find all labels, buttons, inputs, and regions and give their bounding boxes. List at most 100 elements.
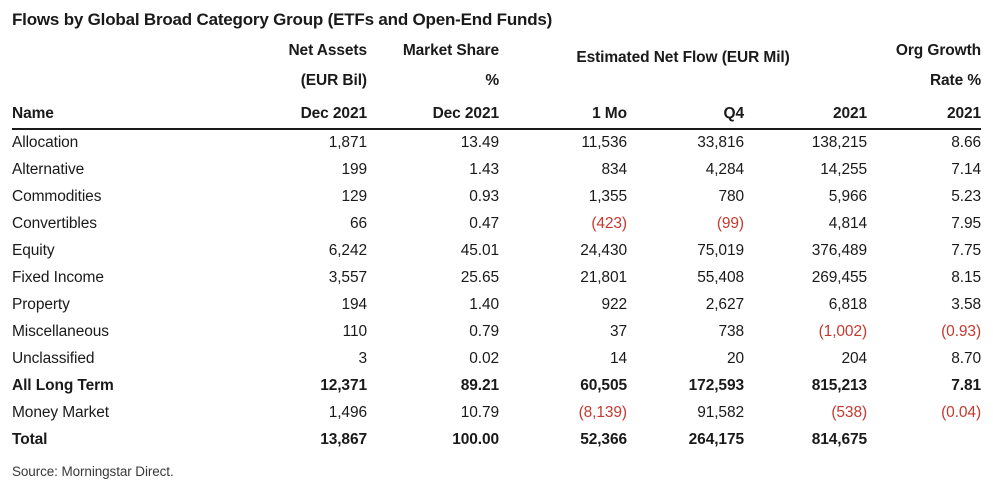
cell-value: 60,505 [580, 376, 627, 394]
table-row: Total 13,867 100.00 52,366 264,175 814,675 [12, 426, 981, 453]
cell-value: 738 [718, 322, 744, 340]
header-net-assets-line1: Net Assets [288, 42, 367, 59]
row-category-name: Unclassified [12, 349, 95, 367]
header-market-share-line2: % [485, 72, 499, 89]
cell-value: 834 [601, 160, 627, 178]
row-category-name: Alternative [12, 160, 85, 178]
cell-value: 2,627 [705, 295, 744, 313]
cell-value: (99) [716, 214, 744, 232]
row-category-name: All Long Term [12, 376, 114, 394]
row-category-name: Equity [12, 241, 55, 259]
flows-table: Net Assets (EUR Bil) Market Share % Esti… [12, 32, 981, 453]
table-row: Property 194 1.40 922 2,627 6,818 3.58 [12, 291, 981, 318]
cell-value: (0.04) [941, 403, 982, 421]
cell-value: 172,593 [688, 376, 744, 394]
cell-value: 100.00 [452, 430, 499, 448]
cell-value: 0.93 [469, 187, 499, 205]
header-net-flow-group: Estimated Net Flow (EUR Mil) [499, 32, 867, 96]
row-category-name: Convertibles [12, 214, 97, 232]
cell-value: 814,675 [811, 430, 868, 448]
cell-value: 1,871 [328, 134, 367, 151]
row-category-name: Allocation [12, 134, 79, 151]
cell-value: 194 [341, 295, 367, 313]
header-row-units: Net Assets (EUR Bil) Market Share % Esti… [12, 32, 981, 96]
cell-value: 91,582 [697, 403, 744, 421]
cell-value: 45.01 [460, 241, 499, 259]
cell-value: 8.15 [951, 268, 982, 286]
cell-value: 3 [358, 349, 367, 367]
cell-value: 0.02 [469, 349, 499, 367]
header-spacer [12, 32, 219, 96]
cell-value: 1,496 [328, 403, 367, 421]
cell-value: 75,019 [697, 241, 744, 259]
table-row: Commodities 129 0.93 1,355 780 5,966 5.23 [12, 183, 981, 210]
cell-value: 52,366 [580, 430, 627, 448]
header-org-growth-line1: Org Growth [895, 42, 982, 59]
table-row: Money Market 1,496 10.79 (8,139) 91,582 (538)… [12, 399, 981, 426]
cell-value: 3.58 [951, 295, 982, 313]
cell-value: 8.70 [951, 349, 982, 367]
cell-value: 264,175 [688, 430, 744, 448]
cell-value: 269,455 [811, 268, 868, 286]
header-flow-q4: Q4 [627, 96, 744, 130]
table-row: Convertibles 66 0.47 (423) (99) 4,814 7.95 [12, 210, 981, 237]
cell-value: 11,536 [581, 134, 627, 151]
header-row-periods: Name Dec 2021 Dec 2021 1 Mo Q4 2021 2021 [12, 96, 981, 130]
cell-value: 4,284 [705, 160, 744, 178]
cell-value: 6,818 [828, 295, 868, 313]
row-category-name: Commodities [12, 187, 102, 205]
cell-value: 7.95 [951, 214, 982, 232]
header-market-share: Market Share % [367, 32, 499, 96]
row-category-name: Miscellaneous [12, 322, 109, 340]
cell-value: 5,966 [828, 187, 868, 205]
cell-value: 5.23 [951, 187, 982, 205]
header-org-growth-period: 2021 [867, 96, 981, 130]
table-row: All Long Term 12,371 89.21 60,505 172,593 815… [12, 372, 981, 399]
cell-value: 8.66 [951, 134, 982, 151]
cell-value [867, 426, 981, 453]
cell-value: 110 [342, 322, 368, 340]
cell-value: 1.40 [469, 295, 499, 313]
cell-value: 89.21 [460, 376, 499, 394]
header-flow-2021: 2021 [744, 96, 867, 130]
header-net-assets-period: Dec 2021 [219, 96, 367, 130]
row-category-name: Property [12, 295, 70, 313]
cell-value: 7.81 [951, 376, 982, 394]
cell-value: 20 [726, 349, 744, 367]
cell-value: 0.47 [469, 214, 499, 232]
header-market-share-period: Dec 2021 [367, 96, 499, 130]
cell-value: (0.93) [941, 322, 982, 340]
header-net-assets: Net Assets (EUR Bil) [219, 32, 367, 96]
cell-value: (538) [831, 403, 868, 421]
cell-value: 376,489 [811, 241, 868, 259]
cell-value: 66 [349, 214, 367, 232]
table-row: Alternative 199 1.43 834 4,284 14,255 7.14 [12, 156, 981, 183]
cell-value: 33,816 [697, 134, 744, 151]
cell-value: (8,139) [578, 403, 628, 421]
cell-value: 0.79 [469, 322, 499, 340]
cell-value: 10.79 [460, 403, 499, 421]
cell-value: 3,557 [328, 268, 367, 286]
cell-value: 204 [841, 349, 868, 367]
cell-value: 129 [341, 187, 367, 205]
cell-value: 922 [601, 295, 627, 313]
cell-value: 7.75 [951, 241, 982, 259]
cell-value: 12,371 [320, 376, 367, 394]
header-org-growth-line2: Rate % [929, 72, 982, 89]
header-flow-1mo: 1 Mo [499, 96, 627, 130]
header-org-growth: Org Growth Rate % [867, 32, 981, 96]
cell-value: 24,430 [580, 241, 627, 259]
cell-value: 4,814 [828, 214, 868, 232]
cell-value: 55,408 [697, 268, 744, 286]
cell-value: 1,355 [588, 187, 627, 205]
cell-value: 14,255 [820, 160, 868, 178]
row-category-name: Money Market [12, 403, 109, 421]
cell-value: 37 [609, 322, 627, 340]
header-name: Name [12, 96, 219, 130]
table-row: Unclassified 3 0.02 14 20 204 8.70 [12, 345, 981, 372]
cell-value: 13,867 [320, 430, 367, 448]
cell-value: (423) [591, 214, 627, 232]
cell-value: 1.43 [469, 160, 499, 178]
header-net-flow-group-label: Estimated Net Flow (EUR Mil) [576, 49, 790, 66]
cell-value: 25.65 [460, 268, 499, 286]
